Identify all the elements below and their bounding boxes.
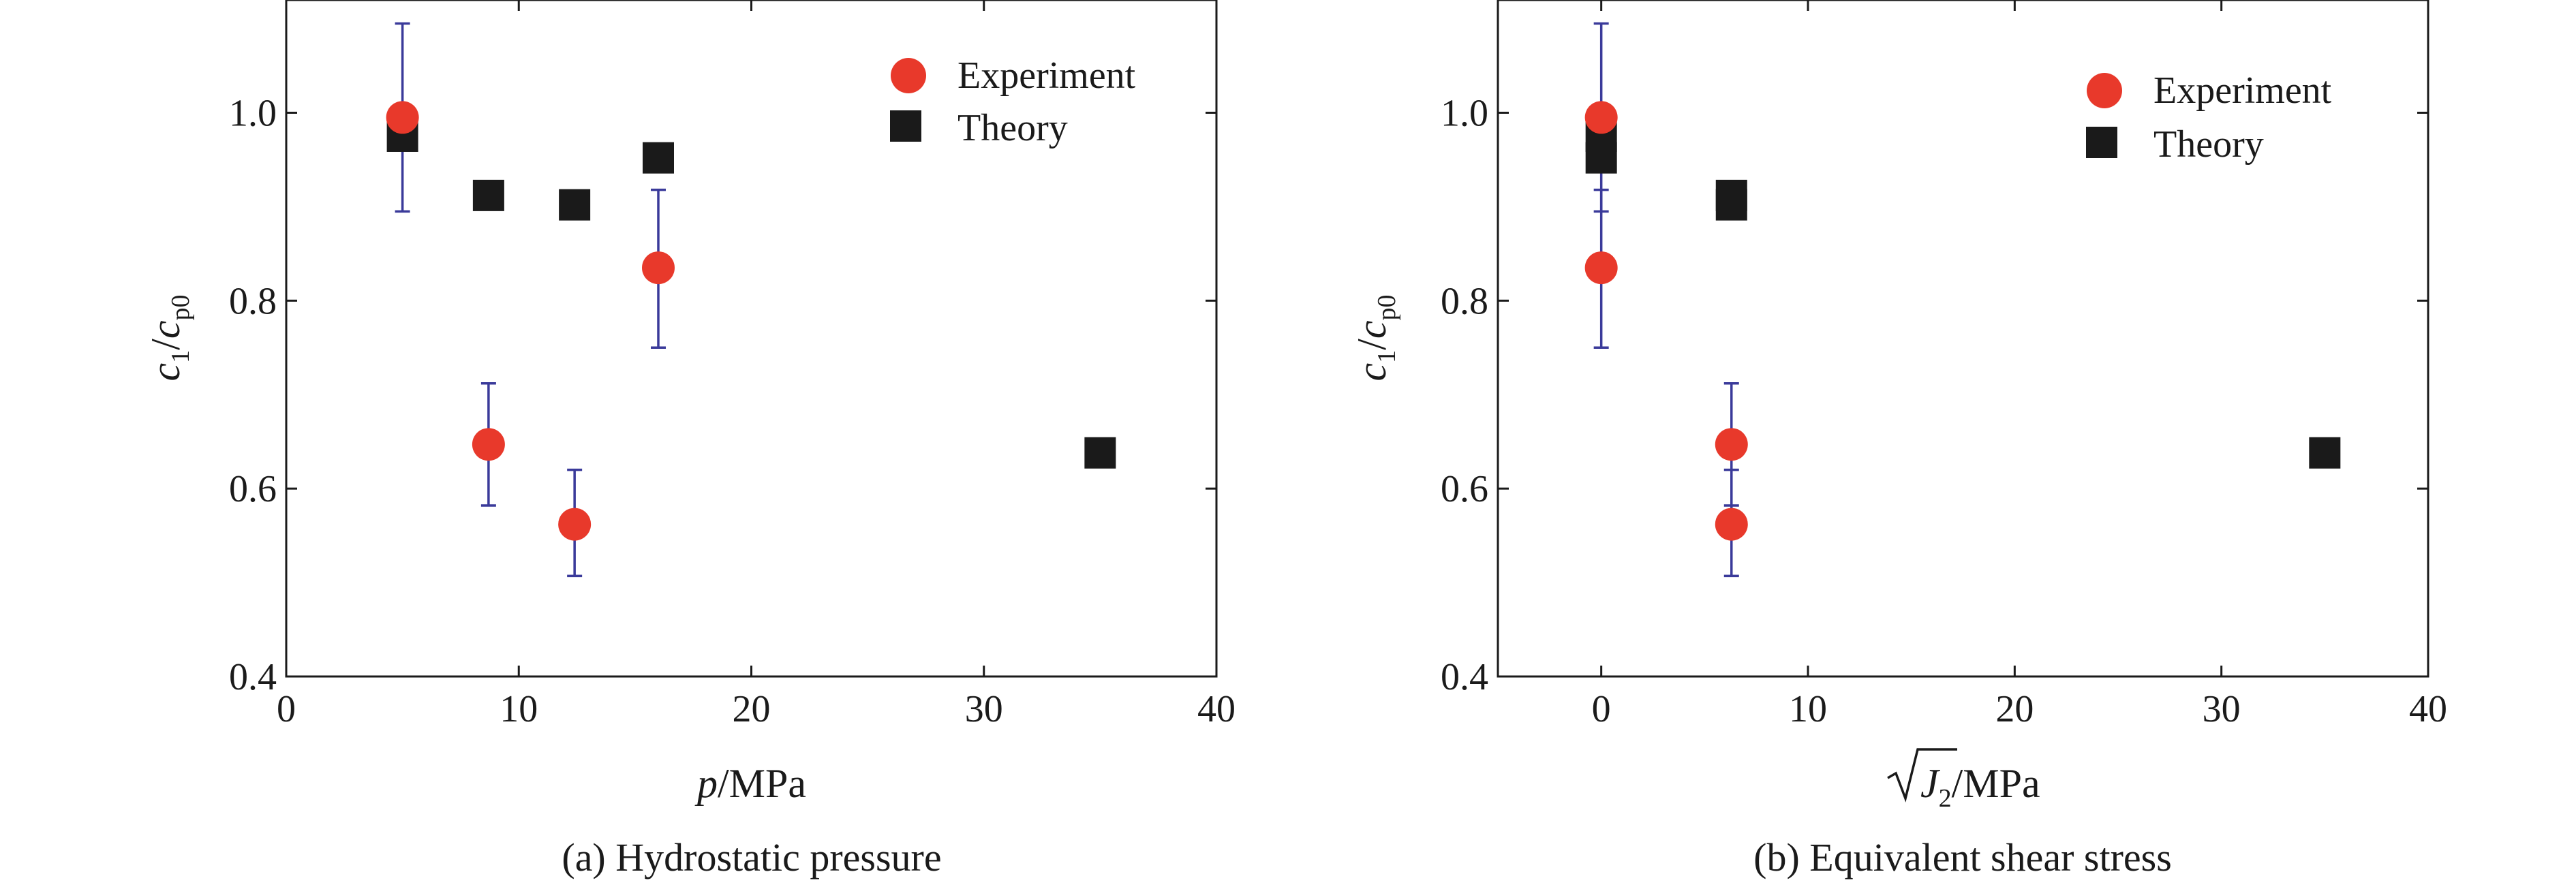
x-tick-label: 40 — [1197, 688, 1236, 730]
x-tick-label: 40 — [2409, 688, 2447, 730]
theory-markers — [1585, 120, 2341, 469]
plot-frame — [285, 0, 1218, 678]
x-tick-labels: 0 10 20 30 40 — [277, 688, 1236, 730]
y-axis-label: c1/cp0 — [143, 295, 195, 382]
plot-frame — [1497, 0, 2429, 678]
theory-point — [2309, 437, 2341, 469]
y-tick-label: 1.0 — [1441, 93, 1488, 135]
theory-point — [472, 179, 504, 211]
y-tick-label: 0.6 — [229, 468, 277, 510]
experiment-point — [642, 251, 675, 285]
chart-panel-equivalent-shear-stress: 0 10 20 30 40 0.4 0.6 0.8 1.0 Experiment Theory… — [1349, 0, 2447, 880]
experiment-markers — [1584, 101, 1748, 541]
experiment-point — [386, 101, 419, 134]
chart-panel-hydrostatic-pressure: 0 10 20 30 40 0.4 0.6 0.8 1.0 Experiment Theory… — [143, 0, 1236, 880]
legend-experiment-label: Experiment — [2153, 69, 2332, 112]
svg-text:J2/MPa: J2/MPa — [1920, 761, 2040, 813]
legend-theory-marker — [2086, 127, 2117, 158]
y-tick-label: 0.8 — [1441, 280, 1488, 322]
x-tick-label: 0 — [277, 688, 296, 730]
y-tick-label: 0.6 — [1441, 468, 1488, 510]
x-axis-label: p/MPa — [694, 761, 806, 806]
y-tick-label: 1.0 — [229, 93, 277, 135]
experiment-point — [472, 428, 505, 461]
x-tick-label: 20 — [733, 688, 771, 730]
axis-ticks — [1498, 0, 2429, 678]
legend-theory-label: Theory — [2153, 123, 2264, 166]
experiment-point — [1584, 101, 1618, 134]
y-tick-label: 0.4 — [229, 656, 277, 698]
x-tick-label: 10 — [1789, 688, 1827, 730]
panel-caption: (a) Hydrostatic pressure — [562, 835, 941, 880]
legend-theory-label: Theory — [957, 107, 1068, 149]
panel-caption: (b) Equivalent shear stress — [1753, 835, 2172, 880]
x-tick-label: 30 — [2203, 688, 2241, 730]
legend: Experiment Theory — [890, 55, 1136, 149]
experiment-point — [558, 508, 592, 541]
y-tick-labels: 0.4 0.6 0.8 1.0 — [229, 93, 277, 699]
x-tick-label: 30 — [965, 688, 1003, 730]
legend-experiment-label: Experiment — [957, 55, 1136, 97]
theory-markers — [386, 120, 1116, 469]
experiment-point — [1584, 251, 1618, 285]
x-tick-label: 10 — [500, 688, 538, 730]
y-tick-label: 0.8 — [229, 280, 277, 322]
x-axis-label: J2/MPa — [1887, 748, 2040, 813]
theory-point — [559, 189, 591, 221]
legend: Experiment Theory — [2086, 69, 2332, 166]
experiment-markers — [386, 101, 675, 541]
axis-ticks — [285, 0, 1218, 678]
theory-point — [1715, 189, 1747, 221]
legend-experiment-marker — [2087, 73, 2122, 108]
error-bars — [1593, 22, 1739, 578]
experiment-point — [1715, 428, 1748, 461]
x-tick-label: 0 — [1592, 688, 1611, 730]
y-tick-label: 0.4 — [1441, 656, 1488, 698]
y-axis-label: c1/cp0 — [1349, 295, 1401, 382]
theory-point — [643, 142, 674, 174]
experiment-point — [1715, 508, 1748, 541]
legend-theory-marker — [890, 110, 921, 142]
x-tick-label: 20 — [1995, 688, 2034, 730]
error-bars — [395, 22, 666, 578]
x-tick-labels: 0 10 20 30 40 — [1592, 688, 2447, 730]
theory-point — [1084, 437, 1116, 469]
legend-experiment-marker — [891, 58, 926, 93]
y-tick-labels: 0.4 0.6 0.8 1.0 — [1441, 93, 1488, 699]
sqrt-symbol — [1887, 748, 1957, 803]
theory-point — [1585, 142, 1617, 174]
